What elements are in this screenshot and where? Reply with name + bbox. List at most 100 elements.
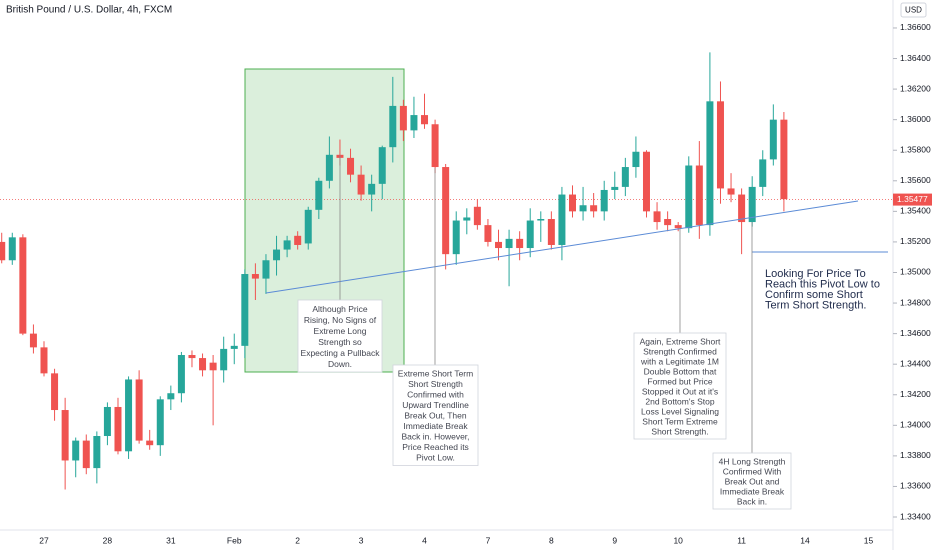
candle-body [590, 205, 598, 212]
candle-body [421, 115, 429, 125]
candle-body [547, 218, 555, 245]
annotation-text: Upward Trendline [402, 400, 469, 410]
x-tick-label: 8 [549, 535, 554, 545]
candle-body [716, 101, 724, 189]
y-tick-label: 1.34800 [900, 297, 931, 307]
candle-body [442, 167, 450, 255]
annotation-text: Back in. [737, 496, 767, 506]
y-tick-label: 1.33400 [900, 511, 931, 521]
candle-body [357, 174, 365, 195]
candle-body [230, 345, 238, 349]
candle-body [642, 151, 650, 212]
candle-body [780, 119, 788, 200]
annotation-text: Immediate Break [720, 486, 785, 496]
annotation-text: Double Bottom that [644, 366, 717, 376]
candle-body [558, 194, 566, 245]
annotation-text: Rising, No Signs of [304, 315, 377, 325]
annotation-text: Short Strength. [651, 426, 708, 436]
x-tick-label: Feb [227, 535, 242, 545]
y-tick-label: 1.34600 [900, 328, 931, 338]
currency-label[interactable]: USD [905, 6, 922, 15]
x-tick-label: 7 [486, 535, 491, 545]
candle-body [315, 180, 323, 210]
candle-body [251, 274, 259, 279]
last-price-label: 1.35477 [897, 194, 928, 204]
candle-body [294, 235, 302, 245]
y-tick-label: 1.35000 [900, 267, 931, 277]
candle-body [399, 105, 407, 131]
y-tick-label: 1.35600 [900, 175, 931, 185]
candle-body [410, 115, 418, 131]
candle-body [738, 194, 746, 223]
x-tick-label: 31 [166, 535, 176, 545]
y-tick-label: 1.35200 [900, 236, 931, 246]
annotation-text: Confirm some Short [765, 289, 863, 301]
candle-body [199, 358, 207, 371]
candle-body [759, 159, 767, 187]
annotation-text: Immediate Break [403, 421, 468, 431]
currency-box[interactable] [900, 2, 927, 18]
candle-body [262, 260, 270, 279]
annotation-text: Break Out and [725, 476, 780, 486]
candle-body [188, 355, 196, 359]
x-tick-label: 4 [422, 535, 427, 545]
y-tick-label: 1.34000 [900, 420, 931, 430]
candle-body [695, 165, 703, 226]
candle-body [114, 406, 122, 452]
annotation-text: Confirmed with [407, 390, 464, 400]
candle-body [632, 151, 640, 168]
candle-body [177, 355, 185, 394]
annotation-text: with a Legitimate 1M [640, 356, 719, 366]
candle-body [674, 225, 682, 229]
y-tick-label: 1.33800 [900, 450, 931, 460]
candle-body [495, 241, 503, 249]
candle-body [103, 406, 111, 437]
candle-body [653, 211, 661, 223]
annotation-text: Reach this Pivot Low to [765, 279, 880, 291]
candle-body [685, 165, 693, 229]
y-tick-label: 1.33600 [900, 481, 931, 491]
candle-body [82, 440, 90, 469]
plot-area [0, 52, 893, 490]
candle-body [51, 373, 59, 411]
candle-body [452, 220, 460, 255]
candle-body [664, 218, 672, 226]
x-tick-label: 11 [737, 535, 746, 545]
candle-body [368, 183, 376, 195]
y-tick-label: 1.36200 [900, 83, 931, 93]
candle-body [600, 189, 608, 212]
annotation-text: Loss Level Signaling [641, 406, 719, 416]
candle-body [325, 154, 333, 181]
candle-body [19, 237, 27, 334]
candle-body [526, 220, 534, 249]
candle-body [8, 237, 16, 261]
y-tick-label: 1.36600 [900, 22, 931, 32]
annotation-text: Price Reached its [402, 442, 469, 452]
annotation-text: Term Short Strength. [765, 300, 867, 312]
last-price-tag [893, 193, 932, 206]
candle-body [568, 194, 576, 212]
candle-body [29, 333, 37, 348]
annotation-text: Looking For Price To [765, 268, 866, 280]
annotation-text: Back in. However, [401, 432, 469, 442]
candle-body [304, 209, 312, 244]
annotation-text: Expecting a Pullback [301, 348, 381, 358]
y-tick-label: 1.36000 [900, 114, 931, 124]
x-tick-label: 27 [39, 535, 49, 545]
trendline [265, 200, 859, 294]
candle-body [167, 393, 175, 400]
candle-body [61, 410, 69, 461]
candle-body [125, 379, 133, 452]
annotation-text: 4H Long Strength [719, 456, 786, 466]
annotation-text: Although Price [312, 304, 368, 314]
candle-body [273, 249, 281, 261]
chart-title: British Pound / U.S. Dollar, 4h, FXCM [6, 5, 172, 16]
annotation-text: Formed but Price [647, 376, 712, 386]
y-tick-label: 1.34200 [900, 389, 931, 399]
annotation-text: Break Out, Then [404, 411, 466, 421]
x-tick-label: 15 [864, 535, 874, 545]
annotation-text: Extreme Short Term [398, 369, 473, 379]
annotation-text: Stopped it Out at it's [642, 386, 718, 396]
candle-body [484, 225, 492, 242]
